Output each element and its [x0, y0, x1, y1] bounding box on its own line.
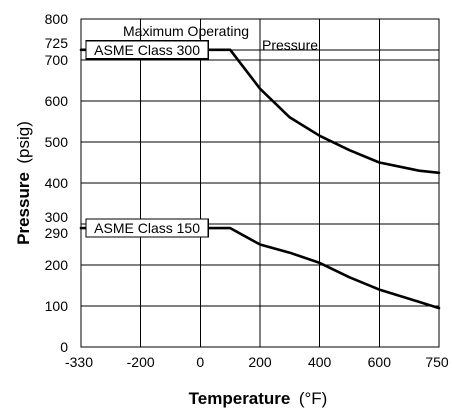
x-tick-label: -330 — [65, 354, 93, 370]
x-tick-label: 400 — [308, 354, 332, 370]
y-axis-label: Pressure — [14, 172, 33, 245]
y-axis-title: Pressure (psig) — [14, 121, 33, 245]
x-tick-label: 750 — [425, 354, 449, 370]
series-label-layer: ASME Class 300 ASME Class 150 — [85, 40, 209, 238]
series-label-box — [85, 40, 209, 60]
series-label-text: ASME Class 300 — [94, 42, 200, 58]
x-axis-label: Temperature — [189, 389, 291, 408]
y-tick-label: 600 — [45, 93, 69, 109]
plot-frame — [80, 18, 440, 348]
chart-title-line-2: Pressure — [262, 37, 318, 53]
x-axis-unit: (°F) — [299, 389, 328, 408]
y-tick-label: 800 — [45, 11, 69, 27]
grid-layer — [80, 18, 440, 348]
y-tick-label: 400 — [45, 175, 69, 191]
y-tick-label: 0 — [60, 339, 68, 355]
y-tick-label-special: 300 — [45, 209, 69, 225]
y-tick-label-special: 290 — [45, 225, 69, 241]
y-tick-label: 200 — [45, 257, 69, 273]
chart-title-line-1: Maximum Operating — [123, 23, 249, 39]
series-label-text: ASME Class 150 — [94, 220, 200, 236]
y-axis-unit: (psig) — [14, 121, 33, 164]
series-label-asme-class-150: ASME Class 150 — [85, 218, 209, 238]
y-tick-label: 700 — [45, 52, 69, 68]
y-tick-label: 500 — [45, 134, 69, 150]
chart-title-layer: Maximum Operating Pressure — [123, 23, 318, 53]
y-tick-label-special: 725 — [45, 35, 69, 51]
x-tick-label: 600 — [368, 354, 392, 370]
y-tick-label: 100 — [45, 298, 69, 314]
tick-label-layer: -330 -200 0 200 400 600 750 0 100 200 400 500 600 700… — [45, 11, 449, 370]
series-label-box — [85, 218, 209, 238]
x-tick-label: 200 — [248, 354, 272, 370]
x-tick-label: 0 — [196, 354, 204, 370]
axis-title-layer: Temperature (°F) Pressure (psig) — [14, 121, 327, 408]
x-tick-label: -200 — [127, 354, 155, 370]
x-axis-title: Temperature (°F) — [189, 389, 328, 408]
series-label-asme-class-300: ASME Class 300 — [85, 40, 209, 60]
